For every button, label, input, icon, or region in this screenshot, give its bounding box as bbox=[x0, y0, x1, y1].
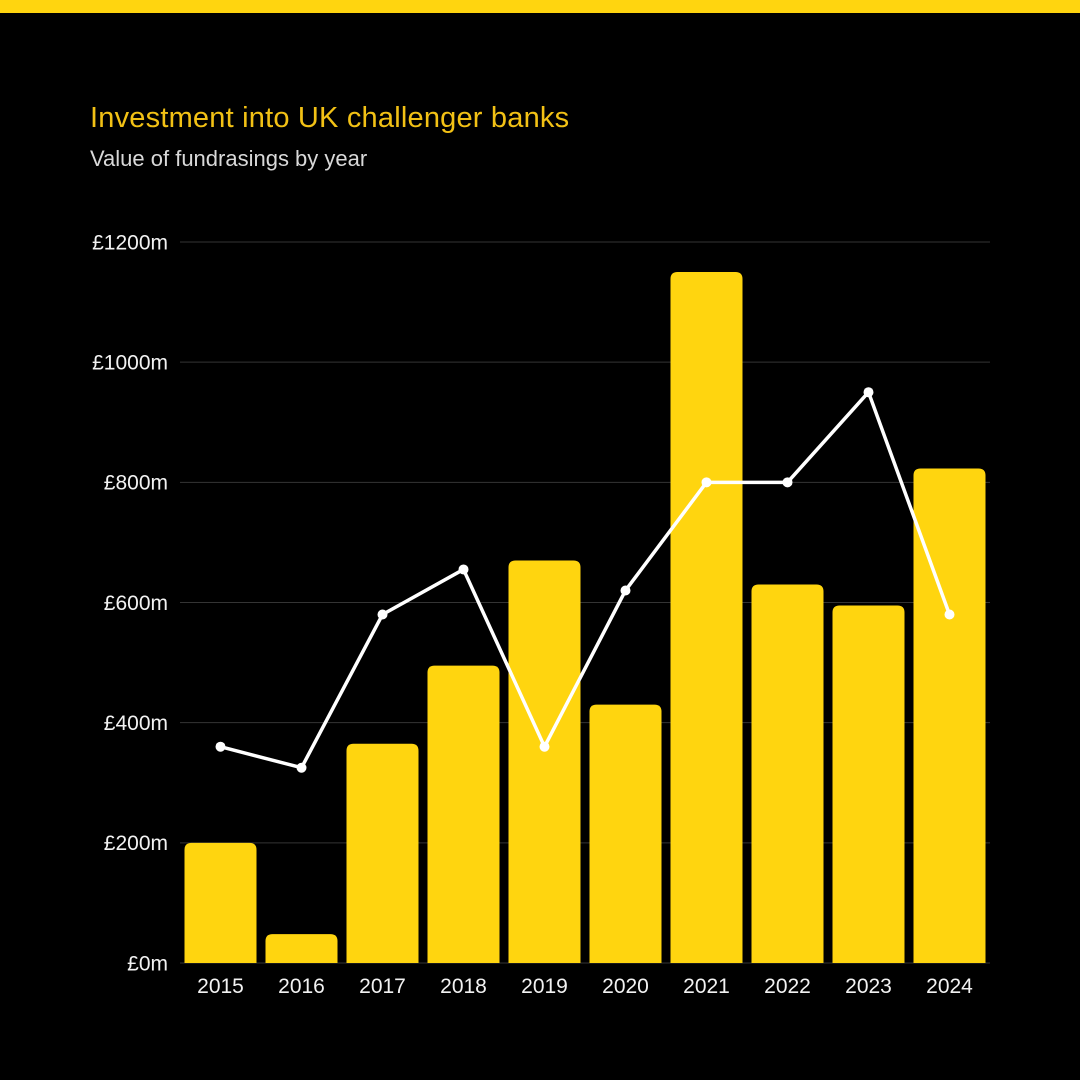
top-banner-bar bbox=[0, 0, 1080, 13]
data-point-dot-2019 bbox=[539, 741, 550, 752]
x-axis-tick-label-2020: 2020 bbox=[602, 975, 649, 998]
x-axis-tick-label-2018: 2018 bbox=[440, 975, 487, 998]
x-axis-tick-label-2022: 2022 bbox=[764, 975, 811, 998]
x-axis-tick-label-2023: 2023 bbox=[845, 975, 892, 998]
y-axis-tick-label-1200: £1200m bbox=[92, 231, 168, 254]
y-axis-tick-label-0: £0m bbox=[127, 952, 168, 975]
bar-2024 bbox=[913, 468, 986, 963]
data-point-dot-2024 bbox=[944, 609, 955, 620]
data-point-dot-2020 bbox=[620, 585, 631, 596]
bar-2023 bbox=[832, 605, 905, 963]
x-axis-tick-label-2024: 2024 bbox=[926, 975, 973, 998]
x-axis-tick-label-2017: 2017 bbox=[359, 975, 406, 998]
y-axis-tick-label-1000: £1000m bbox=[92, 352, 168, 375]
trend-line bbox=[218, 390, 952, 770]
x-axis-tick-label-2019: 2019 bbox=[521, 975, 568, 998]
x-axis-tick-label-2016: 2016 bbox=[278, 975, 325, 998]
y-axis-tick-label-800: £800m bbox=[104, 472, 168, 495]
chart-subtitle: Value of fundrasings by year bbox=[90, 146, 368, 171]
y-axis-tick-label-600: £600m bbox=[104, 592, 168, 615]
bar-2020 bbox=[589, 704, 662, 963]
bar-2017 bbox=[346, 743, 419, 963]
x-axis-tick-label-2021: 2021 bbox=[683, 975, 730, 998]
data-point-dot-2022 bbox=[782, 477, 793, 488]
chart-title: Investment into UK challenger banks bbox=[90, 102, 570, 134]
y-axis-tick-label-400: £400m bbox=[104, 712, 168, 735]
data-point-dot-2016 bbox=[296, 762, 307, 773]
y-axis-tick-label-200: £200m bbox=[104, 832, 168, 855]
x-axis-tick-label-2015: 2015 bbox=[197, 975, 244, 998]
bar-2021 bbox=[670, 272, 743, 964]
data-point-dot-2017 bbox=[377, 609, 388, 620]
bar-2019 bbox=[508, 560, 581, 963]
data-point-dot-2023 bbox=[863, 387, 874, 398]
data-point-dot-2018 bbox=[458, 564, 469, 575]
data-point-dot-2021 bbox=[701, 477, 712, 488]
bar-2022 bbox=[751, 584, 824, 963]
data-point-dot-2015 bbox=[215, 741, 226, 752]
bar-2015 bbox=[184, 842, 257, 963]
bar-2016 bbox=[265, 934, 338, 963]
bar-2018 bbox=[427, 665, 500, 963]
